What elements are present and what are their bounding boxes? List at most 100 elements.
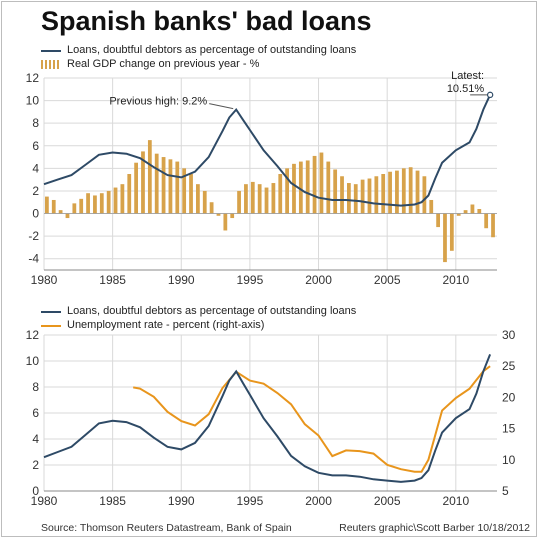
gdp-bar bbox=[134, 162, 139, 214]
y-tick-label: 12 bbox=[26, 328, 40, 342]
gdp-bar bbox=[147, 140, 152, 214]
legend-line-swatch bbox=[41, 46, 61, 55]
gdp-bar bbox=[353, 184, 358, 214]
y-tick-label: 8 bbox=[32, 380, 39, 394]
annotation-previous-high: Previous high: 9.2% bbox=[109, 96, 207, 108]
gdp-bar bbox=[93, 195, 97, 214]
y-tick-label: 8 bbox=[32, 116, 39, 130]
gdp-bar bbox=[202, 190, 207, 214]
gdp-bar bbox=[113, 187, 118, 214]
gdp-bar bbox=[175, 161, 180, 214]
x-tick-label: 1985 bbox=[99, 494, 126, 508]
legend-label: Loans, doubtful debtors as percentage of… bbox=[67, 44, 357, 56]
gdp-bar bbox=[333, 169, 338, 214]
gdp-bar bbox=[72, 203, 77, 214]
gdp-bar bbox=[340, 176, 344, 214]
gdp-bar bbox=[45, 196, 49, 214]
y-tick-label: -2 bbox=[28, 229, 39, 243]
gdp-bar bbox=[477, 209, 482, 214]
gdp-bar bbox=[99, 193, 104, 214]
legend-gdp: Real GDP change on previous year - % bbox=[41, 58, 259, 70]
gdp-bar bbox=[292, 163, 296, 214]
bad-loans-gdp-chart: -4 -2 0 2 4 6 8 10 12 1980 1985 1990 1995 2000 2005 201… bbox=[26, 70, 497, 287]
x-tick-label: 1995 bbox=[237, 273, 264, 287]
gdp-bar bbox=[182, 168, 187, 214]
gdp-bar bbox=[230, 213, 235, 219]
gdp-bar bbox=[484, 213, 489, 229]
gdp-bar bbox=[120, 184, 125, 214]
gdp-bar bbox=[312, 155, 317, 214]
x-tick-label: 2000 bbox=[305, 273, 332, 287]
y2-tick-label: 15 bbox=[502, 422, 516, 436]
gdp-bar bbox=[65, 213, 70, 219]
annotation-latest-value: 10.51% bbox=[447, 83, 485, 95]
gdp-bar bbox=[161, 157, 166, 214]
gdp-bar bbox=[271, 183, 276, 214]
legend-line-swatch bbox=[41, 307, 61, 316]
gdp-bar bbox=[408, 167, 413, 214]
legend-label: Loans, doubtful debtors as percentage of… bbox=[67, 305, 357, 317]
gdp-bar bbox=[456, 213, 461, 216]
gdp-bar bbox=[278, 174, 283, 214]
gdp-bar bbox=[429, 199, 434, 214]
gdp-bar bbox=[168, 159, 173, 214]
gdp-bar bbox=[381, 174, 386, 214]
gdp-bar bbox=[491, 213, 495, 238]
annotation-latest-label: Latest: bbox=[451, 70, 484, 82]
annotation-leader bbox=[209, 103, 234, 110]
x-tick-label: 2000 bbox=[305, 494, 332, 508]
gdp-bar bbox=[388, 171, 392, 214]
legend-line-swatch bbox=[41, 321, 61, 330]
gdp-bar bbox=[347, 183, 351, 214]
gdp-bar bbox=[106, 190, 111, 214]
gdp-bar bbox=[285, 168, 290, 214]
x-tick-label: 2010 bbox=[442, 494, 469, 508]
gdp-bar bbox=[401, 168, 406, 214]
gdp-bar bbox=[415, 170, 420, 214]
y-tick-label: 4 bbox=[32, 161, 39, 175]
y2-tick-label: 5 bbox=[502, 484, 509, 498]
legend-unemployment: Unemployment rate - percent (right-axis) bbox=[41, 319, 264, 331]
gdp-bar bbox=[209, 202, 214, 214]
legend-loans-bottom: Loans, doubtful debtors as percentage of… bbox=[41, 305, 356, 317]
y-tick-label: 12 bbox=[26, 71, 40, 85]
y-tick-label: 0 bbox=[32, 207, 39, 221]
x-tick-label: 2005 bbox=[374, 494, 401, 508]
gdp-bar bbox=[395, 170, 399, 214]
legend-label: Real GDP change on previous year - % bbox=[67, 58, 260, 70]
unemployment-line bbox=[133, 365, 491, 473]
x-tick-label: 1980 bbox=[31, 494, 58, 508]
gdp-bar bbox=[189, 174, 193, 214]
legend-bars-swatch bbox=[41, 59, 61, 69]
gdp-bar bbox=[196, 184, 200, 214]
y-tick-label: 6 bbox=[32, 139, 39, 153]
gdp-bar bbox=[51, 199, 56, 214]
gdp-bar bbox=[127, 174, 132, 214]
x-tick-label: 1990 bbox=[168, 273, 195, 287]
x-tick-label: 2005 bbox=[374, 273, 401, 287]
gdp-bar bbox=[58, 210, 63, 214]
y-tick-label: 2 bbox=[32, 184, 39, 198]
y2-tick-label: 20 bbox=[502, 390, 516, 404]
gdp-bar bbox=[449, 213, 454, 251]
gdp-bar bbox=[223, 213, 228, 231]
gdp-bar bbox=[470, 204, 475, 214]
chart-title: Spanish banks' bad loans bbox=[41, 6, 372, 36]
y-tick-label: 4 bbox=[32, 432, 39, 446]
gdp-bar bbox=[305, 160, 310, 214]
x-tick-label: 1980 bbox=[31, 273, 58, 287]
gdp-bar bbox=[374, 176, 379, 214]
gdp-bar bbox=[443, 213, 447, 263]
y2-tick-label: 10 bbox=[502, 453, 516, 467]
y-tick-label: 0 bbox=[32, 484, 39, 498]
y2-tick-label: 30 bbox=[502, 328, 516, 342]
x-tick-label: 1985 bbox=[99, 273, 126, 287]
gdp-bar bbox=[326, 161, 331, 214]
gdp-bar bbox=[367, 178, 372, 214]
gdp-bar bbox=[237, 190, 241, 214]
gdp-bar bbox=[422, 176, 427, 214]
gdp-bar bbox=[216, 213, 221, 216]
gdp-bar bbox=[463, 210, 468, 214]
gdp-bar bbox=[264, 187, 269, 214]
